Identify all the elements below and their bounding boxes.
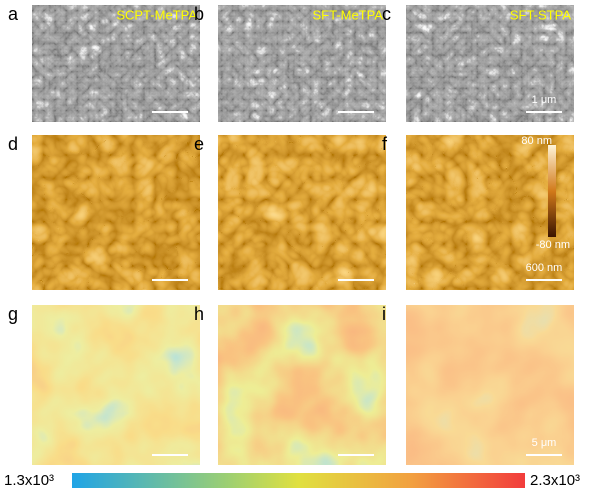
image-panel [32,305,200,465]
panel-label: i [382,304,386,324]
colorbar-max: 2.3x10³ [530,472,580,489]
height-min: -80 nm [536,239,570,251]
panel-label: c [382,4,391,24]
panel-label: a [8,4,19,24]
height-max: 80 nm [521,135,552,147]
image-panel [406,135,574,290]
scale-bar-label: 5 μm [532,437,557,449]
colorbar [72,473,525,488]
panel-label: d [8,134,18,154]
height-colorbar [548,145,556,237]
scale-bar-label: 1 μm [532,94,557,106]
panel-label: b [194,4,204,24]
image-panel [406,5,574,122]
image-panel [218,305,386,465]
image-panel [218,135,386,290]
colorbar-min: 1.3x10³ [4,472,54,489]
image-panel [218,5,386,122]
image-panel [32,5,200,122]
sample-label: SFT-STPA [510,7,571,22]
sample-label: SCPT-MeTPA [116,7,197,22]
image-panel [32,135,200,290]
sample-label: SFT-MeTPA [312,7,383,22]
panel-label: e [194,134,204,154]
panel-label: g [8,304,18,324]
panel-label: h [194,304,204,324]
image-panel [406,305,574,465]
scale-bar-label: 600 nm [526,262,563,274]
panel-label: f [382,134,388,154]
